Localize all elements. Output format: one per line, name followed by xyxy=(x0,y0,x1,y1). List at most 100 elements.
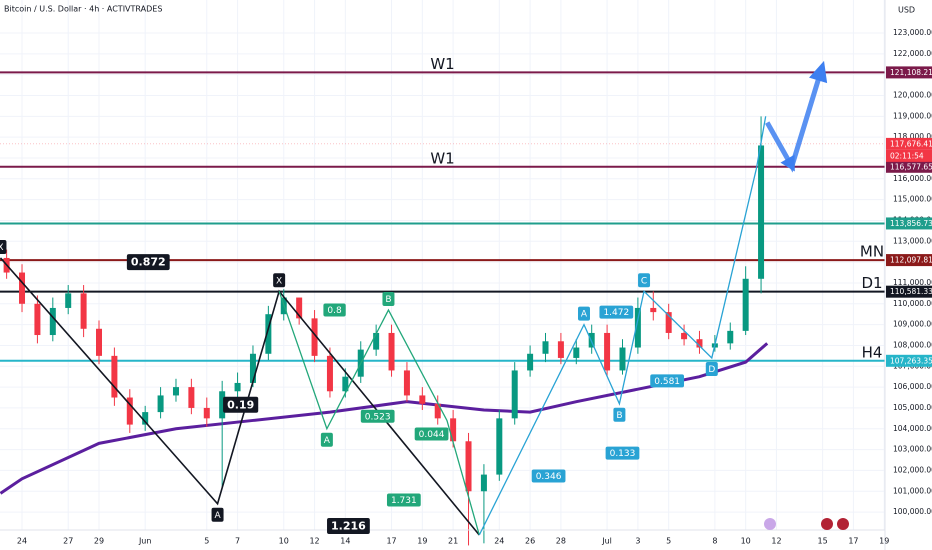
candle-body xyxy=(496,418,503,475)
y-tick-label: 110,000.00 xyxy=(893,299,932,308)
candle-body xyxy=(419,395,426,404)
x-tick-label: 26 xyxy=(525,537,535,546)
candle-body xyxy=(311,318,318,356)
y-tick-label: 111,000.00 xyxy=(893,278,932,287)
candle-body xyxy=(65,293,72,308)
price-badge xyxy=(886,354,932,367)
price-badge-label: 107,263.35 xyxy=(890,356,932,365)
y-tick-label: 116,000.00 xyxy=(893,174,932,183)
y-tick-label: 109,000.00 xyxy=(893,320,932,329)
y-tick-label: 106,000.00 xyxy=(893,382,932,391)
y-tick-label: 119,000.00 xyxy=(893,111,932,120)
candle-body xyxy=(450,418,457,442)
candle-body xyxy=(249,353,256,383)
y-tick-label: 113,000.00 xyxy=(893,236,932,245)
y-tick-label: 123,000.00 xyxy=(893,28,932,37)
price-badge-label: 110,581.33 xyxy=(890,287,932,296)
pattern-point-label: X xyxy=(276,276,282,286)
overlays: X A X A B A B C D 0.872 0.19 1.216 0.8 0.523 0.044 1.73… xyxy=(0,60,828,536)
event-icon[interactable] xyxy=(764,518,776,530)
x-tick-label: 19 xyxy=(879,537,889,546)
candle-body xyxy=(111,355,118,398)
flag-icon[interactable] xyxy=(837,518,849,530)
x-tick-label: 19 xyxy=(417,537,427,546)
ratio-label: 0.19 xyxy=(227,398,254,411)
candle-body xyxy=(619,347,626,371)
x-tick-label: 28 xyxy=(556,537,566,546)
candle-body xyxy=(758,145,765,279)
candle-body xyxy=(465,441,472,492)
candle-body xyxy=(634,307,641,348)
level-name: W1 xyxy=(430,55,454,73)
candle-body xyxy=(19,272,26,304)
candle-body xyxy=(188,387,195,408)
pattern-point-badge xyxy=(273,273,286,288)
candle-body xyxy=(388,332,395,371)
price-badge xyxy=(886,217,932,230)
ratio-label: 0.044 xyxy=(419,430,445,440)
ratio-label: 1.472 xyxy=(603,308,629,318)
candle-body xyxy=(434,403,441,419)
pattern-point-label: D xyxy=(708,365,715,375)
candle-body xyxy=(126,397,133,425)
candle-body xyxy=(34,303,41,336)
candle-body xyxy=(326,355,333,392)
pattern-point-label: B xyxy=(616,411,622,421)
level-name: MN xyxy=(860,243,884,261)
candle-body xyxy=(573,347,580,358)
plot: W1 W1 MN D1 H4 xyxy=(0,55,885,546)
pattern-point-badge xyxy=(577,306,590,321)
candle-body xyxy=(681,332,688,340)
pattern-point-badge xyxy=(638,273,651,288)
pattern-point-badge xyxy=(705,361,718,376)
y-tick-label: 115,000.00 xyxy=(893,195,932,204)
ratio-label: 1.731 xyxy=(391,496,417,506)
ratio-badge xyxy=(599,305,634,319)
price-badge-label: 112,097.81 xyxy=(890,256,932,265)
candle-body xyxy=(157,395,164,413)
candle-body xyxy=(203,407,210,419)
candle-body xyxy=(527,353,534,371)
x-tick-label: 29 xyxy=(94,537,104,546)
x-tick-label: 14 xyxy=(340,537,350,546)
moving-average xyxy=(0,342,769,495)
price-badge xyxy=(886,254,932,267)
x-tick-label: 10 xyxy=(741,537,751,546)
y-tick-label: 122,000.00 xyxy=(893,49,932,58)
price-badge-label: 117,676.41 xyxy=(890,139,932,148)
pattern-point-badge xyxy=(211,507,224,522)
x-tick-label: 3 xyxy=(635,537,640,546)
price-badge-label: 116,577.65 xyxy=(890,162,932,171)
y-tick-label: 102,000.00 xyxy=(893,465,932,474)
ratio-badge xyxy=(414,427,449,441)
level-name: W1 xyxy=(430,149,454,167)
ratio-badge xyxy=(650,374,685,388)
projection-arrow-head xyxy=(780,154,795,172)
ratio-badge xyxy=(386,493,421,507)
price-badge-label: 113,856.73 xyxy=(890,219,932,228)
y-tick-label: 100,000.00 xyxy=(893,507,932,516)
pattern-line xyxy=(278,291,480,536)
pattern-point-label: X xyxy=(0,243,4,253)
x-tick-label: 27 xyxy=(63,537,73,546)
pattern-line xyxy=(478,116,767,536)
ratio-badge xyxy=(327,518,370,535)
x-tick-label: 12 xyxy=(771,537,781,546)
candle-body xyxy=(296,297,303,319)
level-name: H4 xyxy=(862,343,883,361)
candle-body xyxy=(234,382,241,392)
flag-icon[interactable] xyxy=(821,518,833,530)
pattern-point-badge xyxy=(0,239,7,254)
ratio-badge xyxy=(323,303,346,317)
candle-body xyxy=(265,314,272,354)
x-tick-label: 15 xyxy=(818,537,828,546)
ratio-label: 0.346 xyxy=(536,472,562,482)
ratio-label: 0.523 xyxy=(365,412,391,422)
candle-body xyxy=(742,278,749,331)
pattern-point-label: C xyxy=(641,276,647,286)
candle-body xyxy=(96,328,103,356)
pattern-point-label: A xyxy=(581,310,588,320)
y-tick-label: 120,000.00 xyxy=(893,90,932,99)
countdown-badge xyxy=(886,149,932,162)
